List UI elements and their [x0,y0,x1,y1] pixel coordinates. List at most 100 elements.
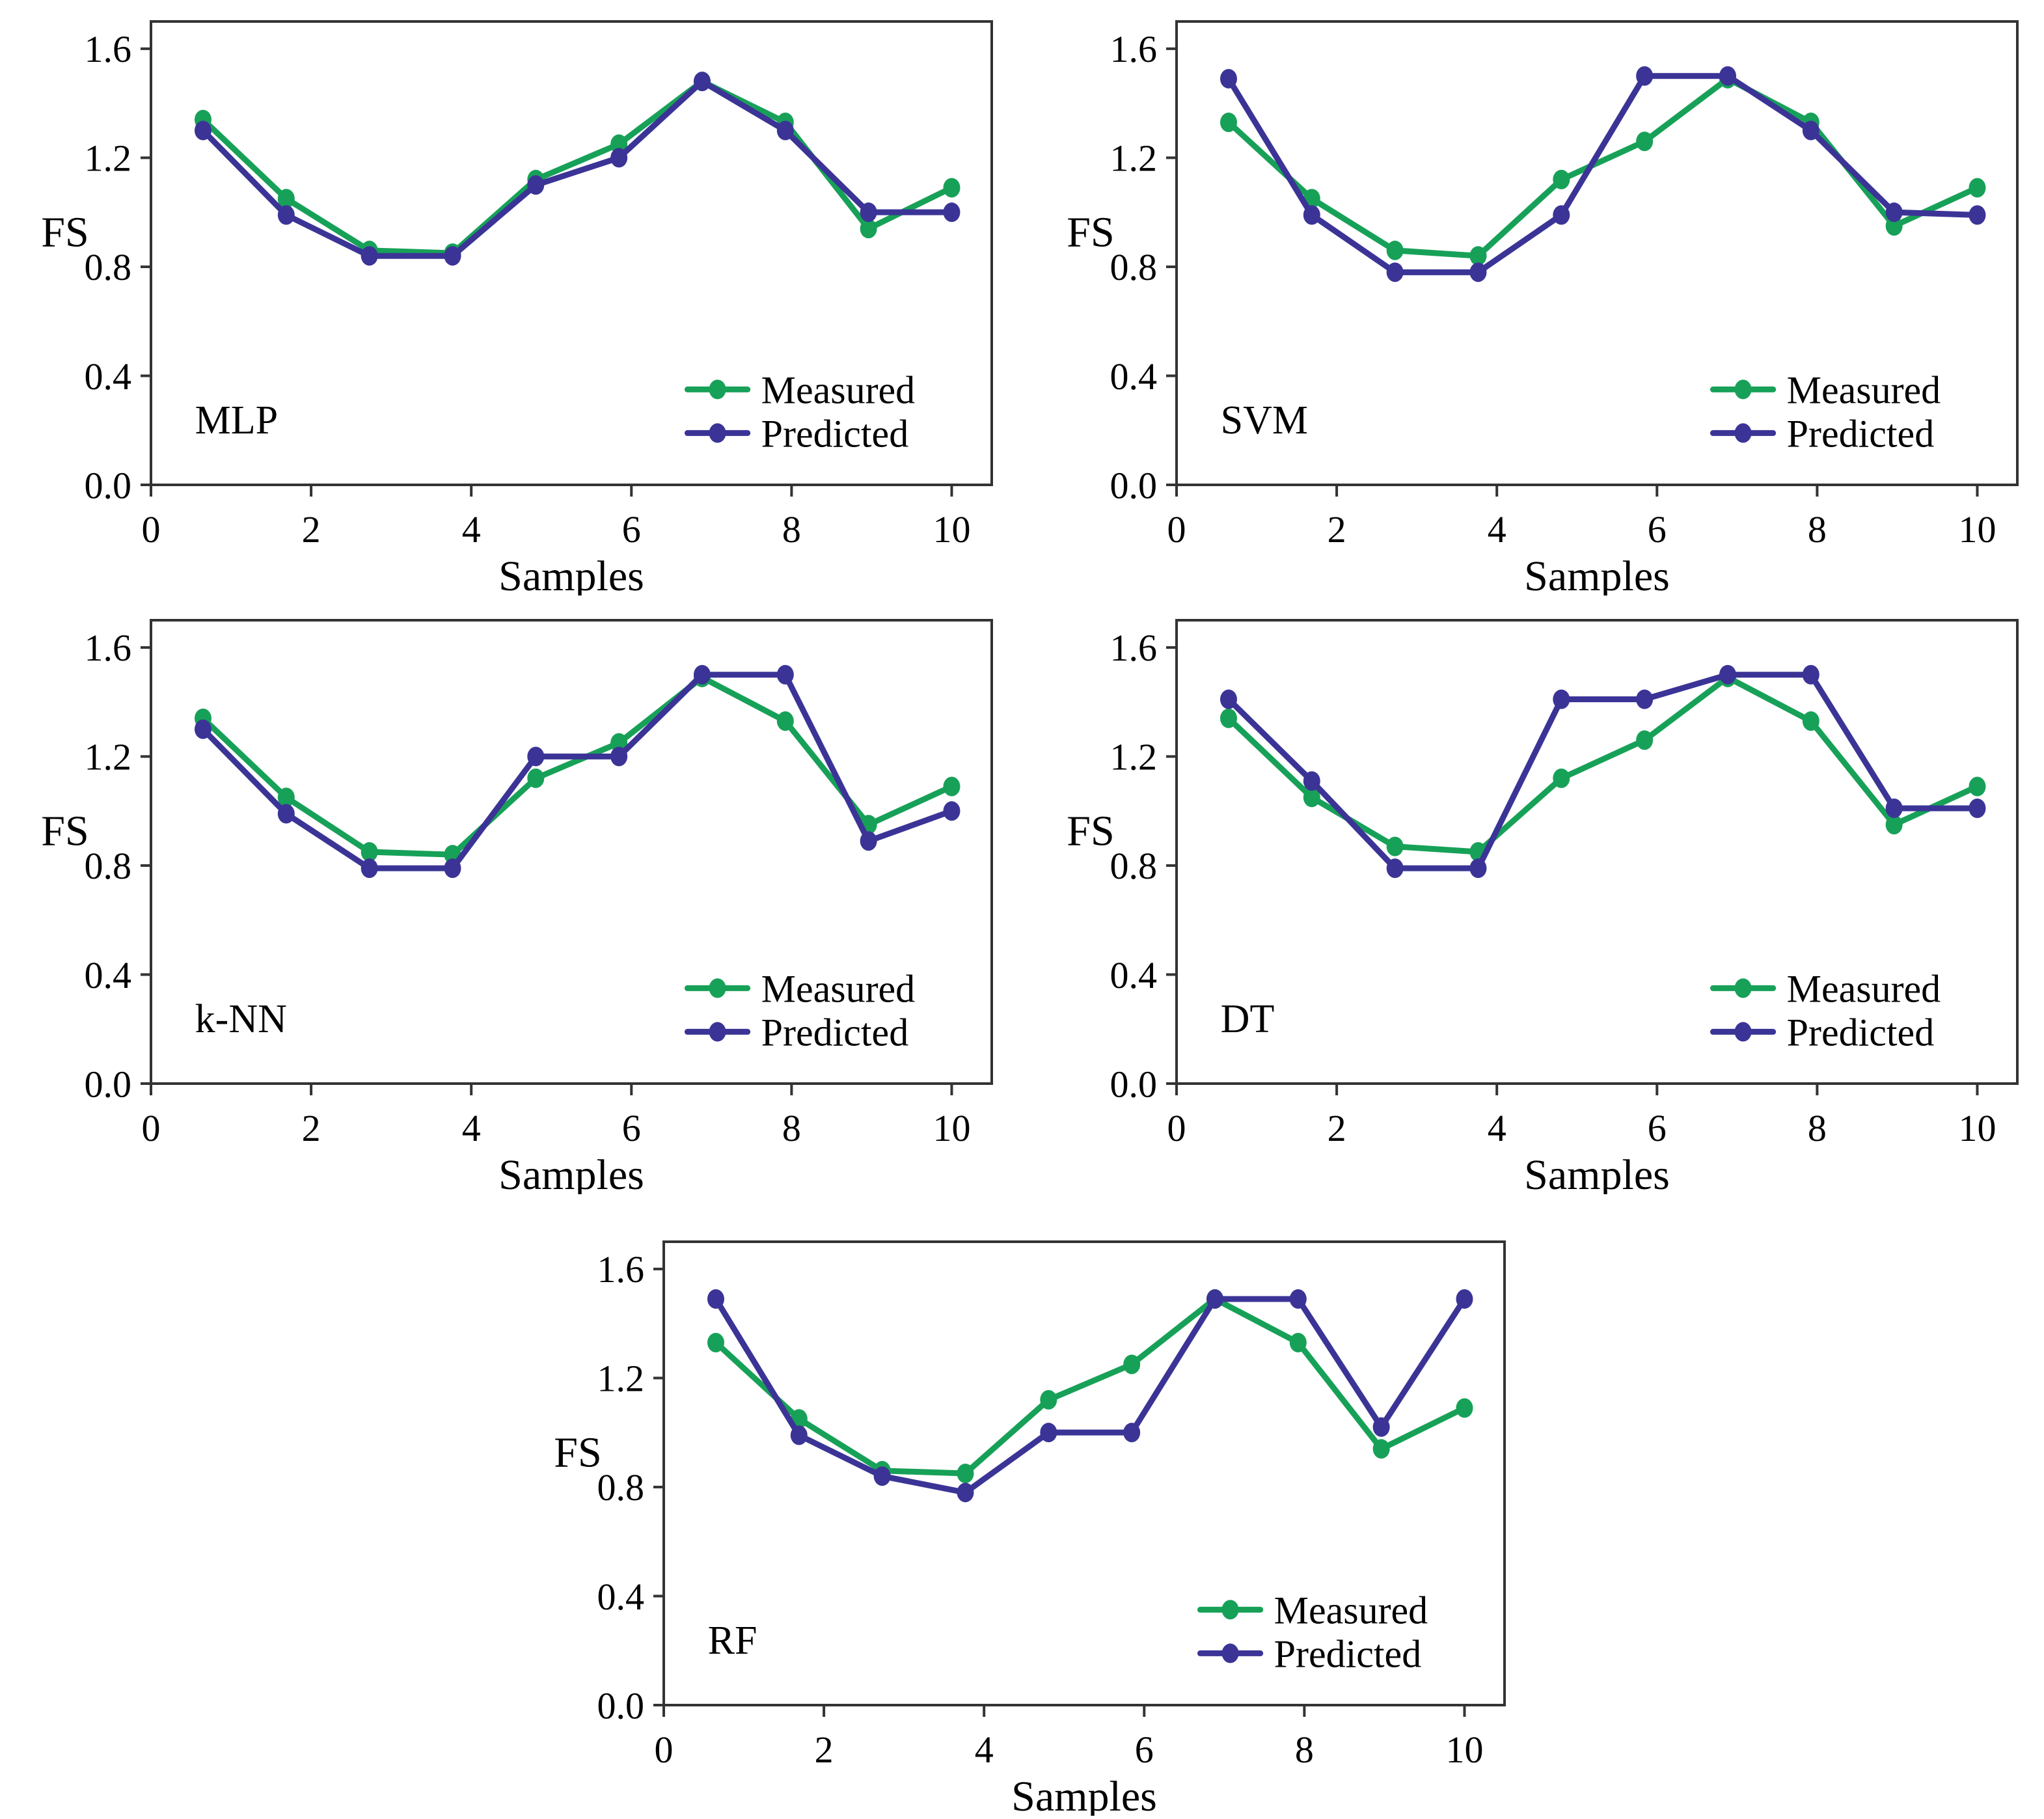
predicted-point [1206,1289,1223,1309]
y-tick-label: 1.6 [597,1248,645,1291]
legend-measured-marker [1734,379,1752,400]
y-tick-label: 0.8 [85,246,132,288]
predicted-point [776,120,794,141]
chart-cell-rf: 0.0 0.4 0.8 1.2 1.6 0 2 4 6 8 10 Samples FS RF Measure… [513,1220,1531,1816]
predicted-point [610,746,628,767]
x-tick-label: 4 [975,1729,994,1771]
measured-point [1040,1389,1057,1410]
predicted-point [277,804,295,824]
x-tick-label: 4 [462,1107,481,1149]
measured-point [610,134,628,154]
measured-point [527,768,545,788]
legend-predicted-label: Predicted [761,1011,909,1054]
measured-point [707,1332,724,1352]
x-tick-label: 8 [1808,1107,1827,1149]
legend-measured-marker [709,379,726,400]
y-axis-title: FS [41,808,89,855]
y-axis-title: FS [1067,209,1114,256]
model-label: RF [708,1619,757,1663]
predicted-point [707,1289,724,1309]
y-tick-label: 0.0 [1110,464,1158,506]
chart-dt-svg: 0.0 0.4 0.8 1.2 1.6 0 2 4 6 8 10 Samples FS DT Measure… [1067,619,2019,1194]
predicted-point [776,664,794,685]
legend-predicted-marker [709,1022,726,1042]
predicted-point [1386,262,1404,282]
predicted-point [527,746,545,767]
y-tick-label: 1.2 [85,137,132,180]
predicted-point [1885,798,1903,818]
predicted-point [1220,689,1237,709]
y-tick-label: 0.8 [597,1466,645,1509]
chart-cell-dt: 0.0 0.4 0.8 1.2 1.6 0 2 4 6 8 10 Samples FS DT Measure… [1026,599,2044,1194]
chart-mlp-svg: 0.0 0.4 0.8 1.2 1.6 0 2 4 6 8 10 Samples FS MLP Measur… [41,20,993,595]
measured-point [1636,131,1654,152]
predicted-point [361,858,378,879]
predicted-point [444,858,461,879]
legend-measured-marker [1221,1600,1239,1620]
predicted-series-line [1225,672,1980,871]
predicted-point [527,175,545,195]
predicted-point [1289,1289,1307,1309]
legend-predicted-label: Predicted [761,412,909,455]
measured-point [1885,216,1903,236]
predicted-point [943,801,961,821]
measured-point [1123,1354,1141,1375]
x-axis-title: Samples [1011,1773,1157,1816]
y-tick-label: 0.4 [1110,954,1158,996]
chart-cell-k-nn: 0.0 0.4 0.8 1.2 1.6 0 2 4 6 8 10 Samples FS k-NN Measu… [0,599,1018,1194]
legend-predicted-label: Predicted [1274,1632,1422,1675]
y-tick-label: 1.6 [1110,627,1158,669]
x-tick-label: 0 [655,1729,674,1771]
legend-measured-marker [1734,978,1752,998]
measured-point [1802,711,1819,731]
x-tick-label: 0 [142,1107,161,1149]
plot-frame [1175,619,2019,1085]
x-tick-label: 0 [1167,508,1186,551]
legend-measured-label: Measured [761,967,916,1010]
predicted-point [1220,68,1237,89]
x-tick-label: 2 [302,1107,321,1149]
legend-measured-marker [709,978,726,998]
y-tick-label: 1.2 [1110,736,1158,778]
predicted-point [361,246,378,266]
model-label: MLP [195,398,278,443]
measured-point [1969,776,1986,797]
measured-point [1456,1398,1473,1418]
predicted-point [790,1425,808,1445]
legend-measured-label: Measured [761,368,916,411]
x-tick-label: 2 [1328,1107,1346,1149]
x-tick-label: 10 [933,1107,970,1149]
y-tick-label: 0.4 [85,954,132,996]
x-tick-label: 6 [1648,1107,1667,1149]
y-tick-label: 0.0 [85,464,132,506]
predicted-point [1885,202,1903,223]
predicted-point [1469,858,1487,879]
x-tick-label: 10 [933,508,970,551]
predicted-point [194,120,211,141]
predicted-point [1303,771,1320,791]
x-axis-title: Samples [498,553,644,595]
measured-point [943,776,961,797]
y-tick-label: 0.0 [1110,1063,1158,1105]
x-tick-label: 8 [782,508,801,551]
y-tick-label: 1.6 [85,627,132,669]
predicted-point [860,831,877,851]
predicted-point [1553,689,1570,709]
predicted-point [1636,66,1654,86]
predicted-point [1969,798,1986,818]
measured-point [277,189,295,209]
predicted-point [1303,205,1320,225]
model-label: k-NN [195,997,287,1041]
legend-predicted-label: Predicted [1787,1011,1935,1054]
legend-measured-label: Measured [1787,368,1941,411]
measured-point [1553,169,1570,189]
measured-point [1220,112,1237,132]
y-tick-label: 1.6 [1110,28,1158,70]
measured-point [610,733,628,753]
x-tick-label: 2 [302,508,321,551]
x-tick-label: 6 [1648,508,1667,551]
chart-cell-mlp: 0.0 0.4 0.8 1.2 1.6 0 2 4 6 8 10 Samples FS MLP Measur… [0,0,1018,595]
measured-series-line [200,674,955,858]
x-tick-label: 10 [1958,1107,1996,1149]
x-tick-label: 6 [622,1107,641,1149]
